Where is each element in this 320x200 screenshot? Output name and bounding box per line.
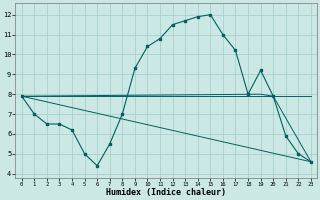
X-axis label: Humidex (Indice chaleur): Humidex (Indice chaleur) [106, 188, 226, 197]
